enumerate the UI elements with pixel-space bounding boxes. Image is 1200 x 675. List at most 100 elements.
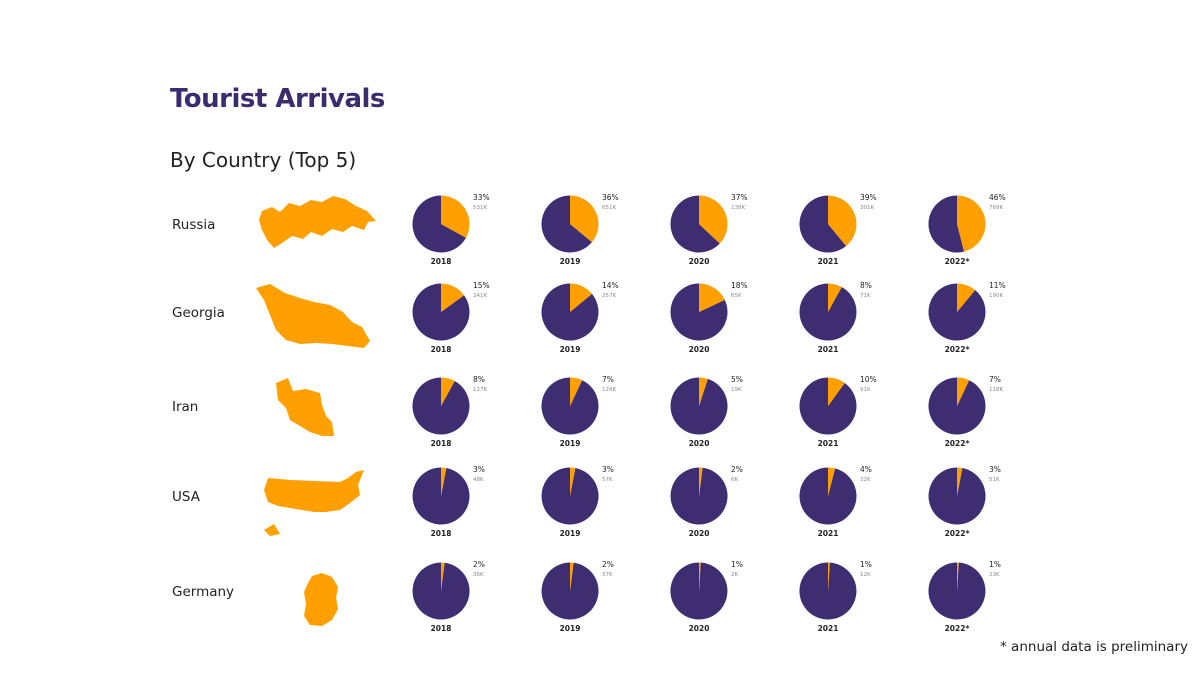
year-label-usa-1: 2019 xyxy=(560,529,581,538)
iran-map-icon xyxy=(276,378,334,436)
pie-rest-russia-2022 xyxy=(928,195,965,253)
pct-label-russia-4: 46% xyxy=(989,193,1006,202)
pie-share-georgia-2021 xyxy=(828,283,842,312)
count-label-usa-2: 6K xyxy=(731,477,738,483)
count-label-usa-0: 48K xyxy=(473,477,484,483)
year-label-germany-3: 2021 xyxy=(818,624,839,633)
pie-rest-usa-2020 xyxy=(670,467,728,525)
pie-rest-georgia-2019 xyxy=(541,283,599,341)
year-label-germany-2: 2020 xyxy=(689,624,710,633)
pie-share-germany-2021 xyxy=(828,562,830,591)
count-label-germany-2: 2K xyxy=(731,572,738,578)
russia-map-icon xyxy=(259,196,376,248)
year-label-georgia-0: 2018 xyxy=(431,345,452,354)
pie-share-iran-2019 xyxy=(570,377,583,406)
pct-label-georgia-2: 18% xyxy=(731,281,748,290)
year-label-germany-1: 2019 xyxy=(560,624,581,633)
pie-share-iran-2021 xyxy=(828,377,845,406)
country-label-russia: Russia xyxy=(172,217,215,233)
country-label-germany: Germany xyxy=(172,584,234,600)
pie-rest-iran-2022 xyxy=(928,377,986,435)
count-label-georgia-1: 257K xyxy=(602,293,616,299)
pct-label-georgia-0: 15% xyxy=(473,281,490,290)
year-label-usa-4: 2022* xyxy=(945,529,970,538)
year-label-iran-0: 2018 xyxy=(431,439,452,448)
pct-label-usa-1: 3% xyxy=(602,465,614,474)
pct-label-germany-1: 2% xyxy=(602,560,614,569)
count-label-germany-3: 12K xyxy=(860,572,871,578)
pie-share-georgia-2020 xyxy=(699,283,725,312)
chart-subtitle: By Country (Top 5) xyxy=(170,148,357,172)
pct-label-russia-3: 39% xyxy=(860,193,877,202)
year-label-georgia-1: 2019 xyxy=(560,345,581,354)
year-label-usa-0: 2018 xyxy=(431,529,452,538)
pie-share-georgia-2019 xyxy=(570,283,592,312)
year-label-russia-0: 2018 xyxy=(431,257,452,266)
pct-label-russia-1: 36% xyxy=(602,193,619,202)
count-label-germany-4: 23K xyxy=(989,572,1000,578)
count-label-usa-3: 32K xyxy=(860,477,871,483)
pie-share-iran-2022 xyxy=(957,377,970,406)
pie-rest-russia-2019 xyxy=(541,195,592,253)
count-label-russia-0: 531K xyxy=(473,205,487,211)
pie-rest-georgia-2020 xyxy=(670,283,728,341)
pie-share-usa-2019 xyxy=(570,467,576,496)
pie-share-russia-2020 xyxy=(699,195,728,244)
count-label-russia-1: 651K xyxy=(602,205,616,211)
year-label-usa-2: 2020 xyxy=(689,529,710,538)
count-label-iran-4: 118K xyxy=(989,387,1003,393)
count-label-usa-4: 51K xyxy=(989,477,1000,483)
pie-share-iran-2020 xyxy=(699,377,708,406)
count-label-usa-1: 57K xyxy=(602,477,613,483)
pie-rest-iran-2018 xyxy=(412,377,470,435)
chart-title: Tourist Arrivals xyxy=(170,84,385,114)
count-label-germany-1: 37K xyxy=(602,572,613,578)
pie-rest-germany-2018 xyxy=(412,562,470,620)
count-label-iran-1: 124K xyxy=(602,387,616,393)
footnote: * annual data is preliminary xyxy=(1000,639,1188,655)
pct-label-georgia-1: 14% xyxy=(602,281,619,290)
year-label-russia-2: 2020 xyxy=(689,257,710,266)
pie-share-russia-2021 xyxy=(828,195,857,246)
year-label-germany-4: 2022* xyxy=(945,624,970,633)
pie-rest-germany-2020 xyxy=(670,562,728,620)
pie-rest-iran-2019 xyxy=(541,377,599,435)
pct-label-usa-2: 2% xyxy=(731,465,743,474)
pie-share-russia-2019 xyxy=(570,195,599,243)
pct-label-germany-0: 2% xyxy=(473,560,485,569)
pie-rest-germany-2019 xyxy=(541,562,599,620)
pie-share-germany-2020 xyxy=(699,562,701,591)
pie-rest-usa-2019 xyxy=(541,467,599,525)
count-label-russia-4: 769K xyxy=(989,205,1003,211)
pie-rest-georgia-2021 xyxy=(799,283,857,341)
pie-rest-georgia-2018 xyxy=(412,283,470,341)
pct-label-georgia-4: 11% xyxy=(989,281,1006,290)
pie-rest-iran-2020 xyxy=(670,377,728,435)
pie-share-georgia-2022 xyxy=(957,283,976,312)
year-label-georgia-3: 2021 xyxy=(818,345,839,354)
year-label-germany-0: 2018 xyxy=(431,624,452,633)
count-label-iran-0: 127K xyxy=(473,387,487,393)
year-label-usa-3: 2021 xyxy=(818,529,839,538)
count-label-georgia-0: 241K xyxy=(473,293,487,299)
country-label-georgia: Georgia xyxy=(172,305,225,321)
pie-share-germany-2022 xyxy=(957,562,959,591)
usa-map-icon xyxy=(264,470,364,536)
count-label-iran-3: 91K xyxy=(860,387,871,393)
pie-share-usa-2022 xyxy=(957,467,963,496)
count-label-russia-2: 138K xyxy=(731,205,745,211)
pie-rest-usa-2022 xyxy=(928,467,986,525)
count-label-georgia-3: 71K xyxy=(860,293,871,299)
germany-map-icon xyxy=(304,573,338,626)
pie-share-usa-2020 xyxy=(699,467,703,496)
pie-rest-usa-2021 xyxy=(799,467,857,525)
pie-rest-usa-2018 xyxy=(412,467,470,525)
georgia-map-icon xyxy=(256,284,370,348)
pie-share-germany-2018 xyxy=(441,562,445,591)
count-label-iran-2: 19K xyxy=(731,387,742,393)
pct-label-russia-2: 37% xyxy=(731,193,748,202)
count-label-georgia-4: 190K xyxy=(989,293,1003,299)
pct-label-georgia-3: 8% xyxy=(860,281,872,290)
pie-rest-germany-2022 xyxy=(928,562,986,620)
year-label-iran-4: 2022* xyxy=(945,439,970,448)
